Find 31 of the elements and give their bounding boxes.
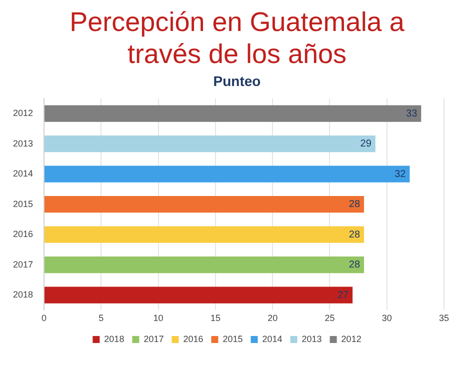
legend-label: 2014 [262,334,282,344]
x-tick-label: 0 [42,313,47,324]
x-tick-label: 35 [438,313,450,324]
y-tick-label: 2015 [12,198,34,209]
x-tick-label: 15 [210,313,220,324]
y-tick-label: 2012 [12,108,34,118]
x-tick-label: 25 [324,313,335,324]
x-tick-label: 30 [382,313,392,324]
data-label: 33 [406,108,418,120]
data-label: 29 [360,138,372,150]
legend-label: 2012 [341,334,362,344]
data-label: 27 [337,290,350,301]
legend-label: 2017 [144,334,164,344]
data-label: 28 [348,229,360,240]
legend-label: 2016 [183,334,204,344]
legend-label: 2013 [302,334,322,344]
chart-title: Percepción en Guatemala a través de los años [70,6,404,70]
y-tick-label: 2013 [12,138,34,148]
data-label: 28 [348,199,360,210]
x-tick-label: 5 [98,313,104,324]
y-tick-label: 2016 [12,229,34,240]
y-tick-label: 2018 [12,290,34,300]
legend-label: 2018 [104,334,124,344]
chart-subtitle: Punteo [212,72,262,90]
data-label: 32 [394,168,406,180]
x-tick-label: 10 [153,313,164,324]
x-tick-label: 20 [268,313,278,324]
data-label: 28 [348,260,360,271]
y-tick-label: 2014 [12,168,34,179]
y-tick-label: 2017 [12,259,34,270]
legend-label: 2015 [222,334,243,344]
